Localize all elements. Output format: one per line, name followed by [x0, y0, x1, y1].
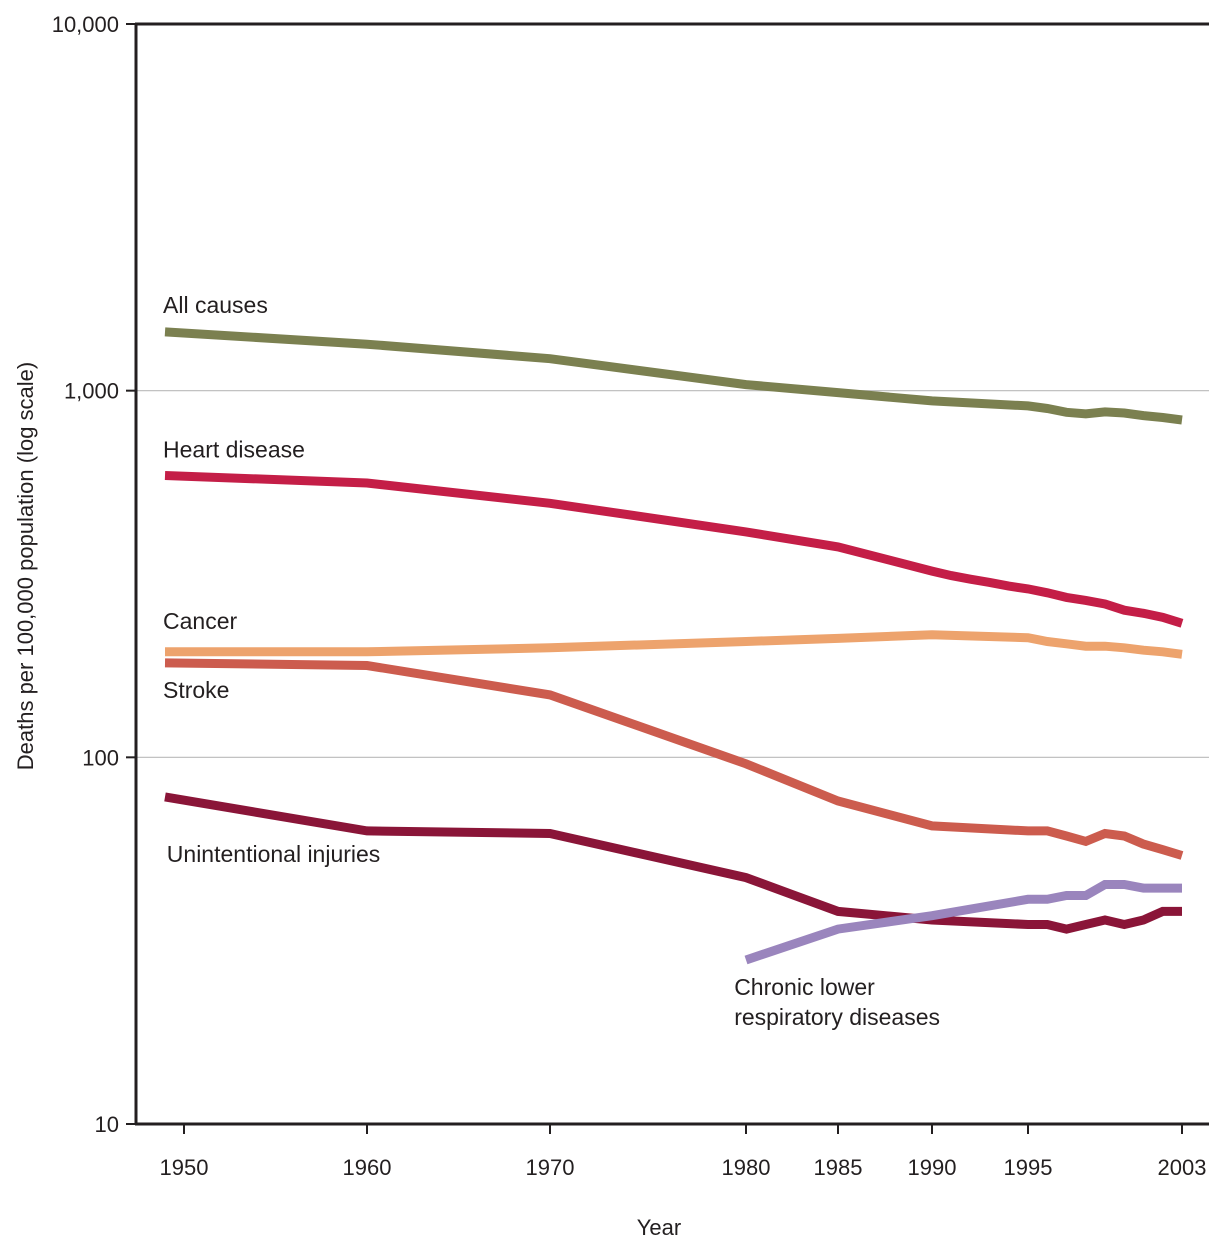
y-tick-label: 10: [95, 1112, 119, 1137]
series-line-stroke: [164, 658, 1184, 860]
axes: [134, 22, 1209, 1126]
x-tick-label: 1960: [343, 1155, 392, 1180]
y-axis-title: Deaths per 100,000 population (log scale…: [13, 362, 38, 771]
series-label-line: All causes: [163, 292, 268, 318]
series-label-line: respiratory diseases: [734, 1004, 940, 1030]
series-line-cancer: [165, 630, 1183, 659]
series-label-stroke: Stroke: [163, 677, 229, 703]
series-label-line: Unintentional injuries: [167, 841, 381, 867]
y-tick-label: 1,000: [64, 379, 119, 404]
series-line-unintentional-injuries: [164, 792, 1182, 934]
series-label-all-causes: All causes: [163, 292, 268, 318]
series-label-heart-disease: Heart disease: [163, 436, 305, 462]
series-label-line: Chronic lower: [734, 974, 875, 1000]
series-labels: All causes Heart disease Cancer Stroke Unint…: [163, 292, 940, 1030]
x-tick-label: 1970: [526, 1155, 575, 1180]
series-label-cancer: Cancer: [163, 608, 237, 634]
gridlines: [136, 390, 1209, 758]
series-label-line: Cancer: [163, 608, 237, 634]
series-label-line: Stroke: [163, 677, 229, 703]
series-label-line: Heart disease: [163, 436, 305, 462]
y-tick-label: 10,000: [52, 12, 119, 37]
y-tick-label: 100: [82, 745, 119, 770]
series-label-chronic-lower-respiratory-diseases: Chronic lower respiratory diseases: [734, 974, 940, 1030]
x-tick-label: 1990: [908, 1155, 957, 1180]
x-tick-label: 1980: [722, 1155, 771, 1180]
series-line-all-causes: [164, 327, 1183, 425]
series-line-chronic-lower-respiratory-diseases: [744, 880, 1182, 965]
x-tick-label: 1950: [160, 1155, 209, 1180]
x-tick-label: 1985: [814, 1155, 863, 1180]
x-tick-label: 1995: [1004, 1155, 1053, 1180]
x-tick-label: 2003: [1158, 1155, 1207, 1180]
series-line-heart-disease: [164, 471, 1184, 628]
series-lines: [164, 327, 1184, 965]
x-axis-title: Year: [637, 1215, 681, 1240]
x-ticks: 1950 1960 1970 1980 1985 1990 1995 2003: [160, 1124, 1207, 1180]
series-label-unintentional-injuries: Unintentional injuries: [167, 841, 381, 867]
y-ticks: 10 100 1,000 10,000: [52, 12, 136, 1137]
